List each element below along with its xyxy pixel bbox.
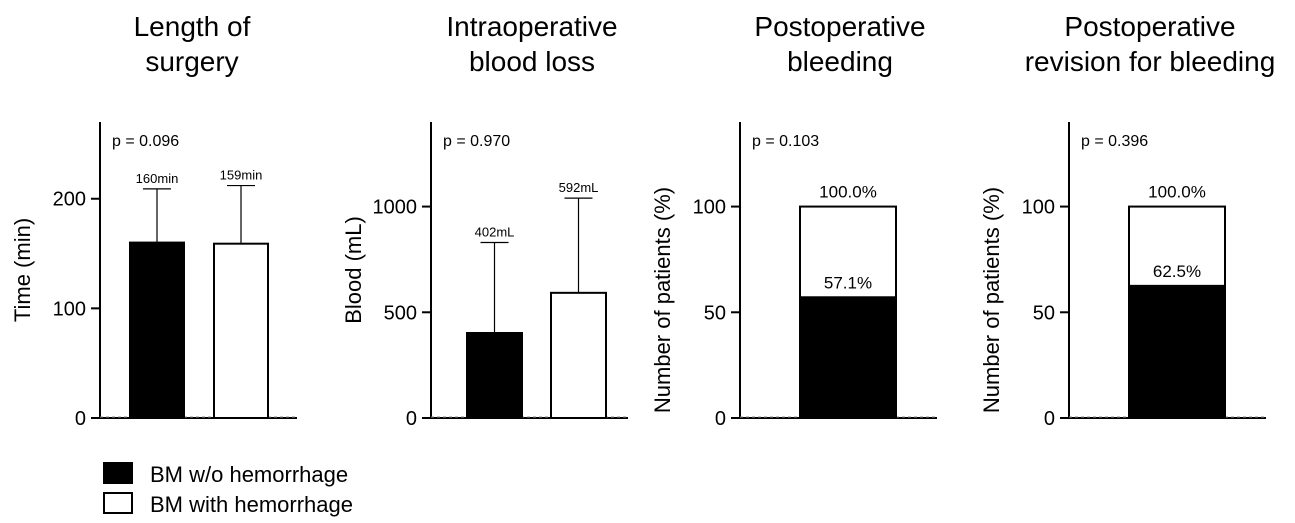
- legend-swatch-filled: [103, 462, 133, 484]
- y-tick-label: 200: [53, 189, 86, 211]
- chart-title-line: Postoperative: [1064, 11, 1235, 42]
- bar-1: [466, 332, 523, 419]
- y-tick-label: 0: [75, 408, 86, 430]
- y-tick-label: 100: [693, 197, 726, 219]
- data-label-part: 57.1%: [824, 273, 872, 292]
- p-value: p = 0.396: [1081, 133, 1148, 150]
- legend-label-filled: BM w/o hemorrhage: [150, 462, 348, 487]
- chart-title-line: revision for bleeding: [1025, 46, 1276, 77]
- chart-title-line: surgery: [145, 46, 238, 77]
- chart-panel-4: Postoperative revision for bleeding Number…: [979, 11, 1275, 430]
- legend-label-open: BM with hemorrhage: [150, 492, 353, 517]
- data-label-total: 100.0%: [819, 183, 877, 202]
- y-axis-label: Number of patients (%): [979, 187, 1004, 413]
- y-tick-label: 100: [53, 298, 86, 320]
- y-tick-label: 50: [704, 302, 726, 324]
- y-axis-label: Blood (mL): [341, 216, 366, 324]
- chart-panel-1: Length of surgery Time (min) 0 100 200 p = 0.0…: [10, 11, 297, 430]
- p-value: p = 0.103: [752, 133, 819, 150]
- bar-1: [129, 241, 185, 419]
- legend-swatch-open: [103, 492, 133, 514]
- chart-panel-3: Postoperative bleeding Number of patients …: [650, 11, 937, 430]
- y-axis-label: Number of patients (%): [650, 187, 675, 413]
- y-tick-label: 50: [1033, 302, 1055, 324]
- y-tick-label: 0: [715, 408, 726, 430]
- y-tick-label: 1000: [373, 197, 418, 219]
- bar-inner: [1128, 284, 1226, 419]
- chart-title-line: blood loss: [469, 46, 595, 77]
- legend: BM w/o hemorrhage BM with hemorrhage: [103, 462, 353, 517]
- bar-inner: [799, 296, 897, 420]
- bar-2: [550, 291, 607, 419]
- y-tick-label: 0: [406, 408, 417, 430]
- y-tick-label: 100: [1022, 197, 1055, 219]
- chart-title-line: Intraoperative: [446, 11, 617, 42]
- bar-2: [213, 242, 269, 419]
- y-tick-label: 500: [384, 302, 417, 324]
- data-label: 159min: [220, 168, 263, 183]
- data-label: 402mL: [475, 225, 515, 240]
- data-label: 592mL: [559, 180, 599, 195]
- chart-title-line: bleeding: [787, 46, 893, 77]
- chart-title-line: Postoperative: [754, 11, 925, 42]
- data-label-part: 62.5%: [1153, 262, 1201, 281]
- y-tick-label: 0: [1044, 408, 1055, 430]
- p-value: p = 0.096: [112, 133, 179, 150]
- data-label-total: 100.0%: [1148, 183, 1206, 202]
- chart-panel-2: Intraoperative blood loss Blood (mL) 0 500 10…: [341, 11, 628, 430]
- p-value: p = 0.970: [443, 133, 510, 150]
- data-label: 160min: [136, 171, 179, 186]
- chart-title-line: Length of: [134, 11, 251, 42]
- y-axis-label: Time (min): [10, 218, 35, 322]
